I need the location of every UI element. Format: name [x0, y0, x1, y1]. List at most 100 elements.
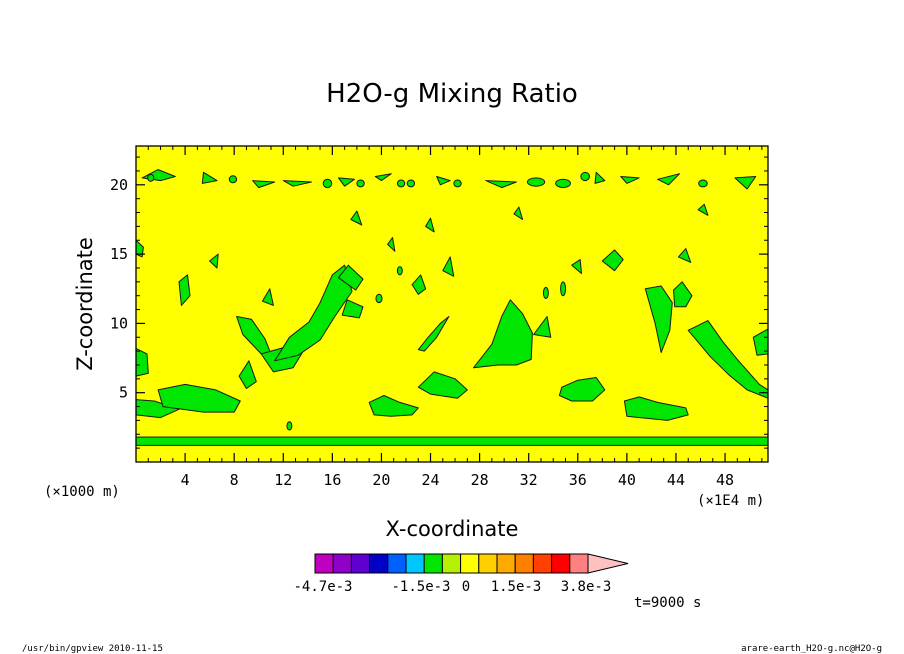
contour-patch-17	[558, 377, 606, 402]
contour-blob-0	[147, 173, 155, 182]
contour-field	[136, 169, 768, 446]
colorbar-label: -4.7e-3	[293, 579, 352, 595]
x-tick-label: 24	[421, 471, 439, 489]
contour-patch-15	[473, 299, 533, 369]
contour-patch-19	[623, 396, 689, 421]
contour-patch-37	[282, 180, 312, 187]
contour-blob-6	[526, 177, 546, 187]
plot-frame	[135, 145, 769, 463]
colorbar-swatch-10	[496, 553, 516, 574]
colorbar-swatch-11	[514, 553, 534, 574]
contour-patch-38	[338, 177, 355, 187]
contour-blob-7	[555, 178, 571, 189]
contour-patch-18	[601, 249, 624, 272]
contour-patch-1	[157, 383, 241, 413]
x-tick-label: 8	[230, 471, 239, 489]
contour-patch-44	[657, 173, 681, 186]
y-tick-label: 5	[119, 384, 128, 402]
colorbar-swatch-3	[369, 553, 389, 574]
contour-patch-35	[201, 171, 218, 184]
contour-blob-10	[228, 175, 238, 184]
x-tick-label: 36	[569, 471, 587, 489]
colorbar-label: 3.8e-3	[561, 579, 612, 595]
contour-blob-13	[560, 281, 567, 297]
surface-band	[136, 436, 768, 446]
colorbar-swatch-4	[387, 553, 407, 574]
y-tick-label: 15	[110, 245, 128, 263]
contour-blob-14	[396, 266, 403, 276]
contour-patch-20	[644, 285, 673, 353]
x-ticks: 4 8 12 16 20 24 28 32 36 40 44 48	[147, 146, 763, 489]
colorbar-swatch-14	[569, 553, 589, 574]
contour-patch-9	[341, 299, 364, 319]
contour-patch-33	[697, 203, 709, 216]
contour-patch-25	[178, 274, 191, 306]
colorbar-swatch-1	[332, 553, 352, 574]
contour-blob-2	[356, 179, 365, 188]
contour-patch-12	[417, 371, 468, 399]
colorbar-swatch-2	[350, 553, 371, 574]
contour-patch-6	[274, 264, 353, 362]
x-tick-label: 32	[520, 471, 538, 489]
contour-blob-15	[375, 293, 383, 304]
contour-patch-36	[252, 180, 276, 189]
footer-right: arare-earth_H2O-g.nc@H2O-g	[741, 644, 882, 654]
x-axis-label: X-coordinate	[386, 517, 519, 541]
contour-patch-43	[620, 176, 640, 184]
x-tick-label: 4	[181, 471, 190, 489]
contour-patch-21	[673, 281, 693, 308]
contour-patch-0	[136, 399, 180, 419]
x-tick-label: 16	[323, 471, 341, 489]
colorbar-swatch-0	[314, 553, 334, 574]
contour-patch-22	[687, 320, 768, 399]
colorbar	[314, 553, 629, 574]
contour-patch-2	[136, 347, 149, 377]
colorbar-swatch-7	[441, 553, 462, 574]
footer-left: /usr/bin/gpview 2010-11-15	[22, 644, 163, 654]
colorbar-label: -1.5e-3	[391, 579, 450, 595]
contour-patch-31	[425, 217, 435, 233]
colorbar-arrow	[587, 553, 629, 574]
contour-blob-4	[406, 179, 416, 188]
contour-patch-8	[261, 288, 274, 306]
contour-patch-14	[442, 256, 455, 277]
contour-patch-45	[734, 176, 757, 190]
contour-blob-12	[542, 286, 549, 299]
contour-patch-7	[338, 264, 364, 291]
contour-patch-32	[513, 206, 524, 220]
colorbar-label: 0	[462, 579, 470, 595]
x-tick-label: 12	[274, 471, 292, 489]
x-tick-label: 40	[618, 471, 636, 489]
contour-blob-3	[396, 179, 406, 188]
x-unit-label: (×1E4 m)	[697, 493, 764, 509]
contour-patch-24	[136, 239, 144, 258]
contour-patch-41	[485, 180, 517, 189]
contour-blob-8	[698, 179, 708, 188]
colorbar-labels: -4.7e-3 -1.5e-3 0 1.5e-3 3.8e-3	[293, 579, 611, 595]
contour-blob-1	[322, 178, 333, 189]
x-tick-label: 44	[667, 471, 685, 489]
y-ticks: 5 10 15 20	[110, 156, 768, 449]
colorbar-swatch-9	[478, 553, 498, 574]
x-tick-label: 20	[372, 471, 390, 489]
contour-blob-11	[286, 421, 293, 431]
chart-title: H2O-g Mixing Ratio	[326, 79, 578, 109]
contour-patch-42	[594, 171, 606, 184]
y-unit-label: (×1000 m)	[44, 484, 120, 500]
contour-patch-40	[436, 176, 451, 186]
y-axis-label: Z-coordinate	[73, 237, 97, 371]
contour-patch-23	[752, 328, 768, 356]
y-tick-label: 20	[110, 176, 128, 194]
colorbar-swatch-5	[405, 553, 425, 574]
contour-patch-27	[387, 237, 396, 252]
contour-blob-9	[580, 171, 590, 182]
contour-patch-13	[411, 274, 427, 295]
contour-patch-26	[209, 253, 219, 269]
time-label: t=9000 s	[634, 595, 701, 611]
contour-blob-5	[453, 179, 462, 188]
colorbar-label: 1.5e-3	[491, 579, 542, 595]
contour-patch-39	[374, 173, 392, 182]
contour-patch-3	[238, 360, 257, 389]
